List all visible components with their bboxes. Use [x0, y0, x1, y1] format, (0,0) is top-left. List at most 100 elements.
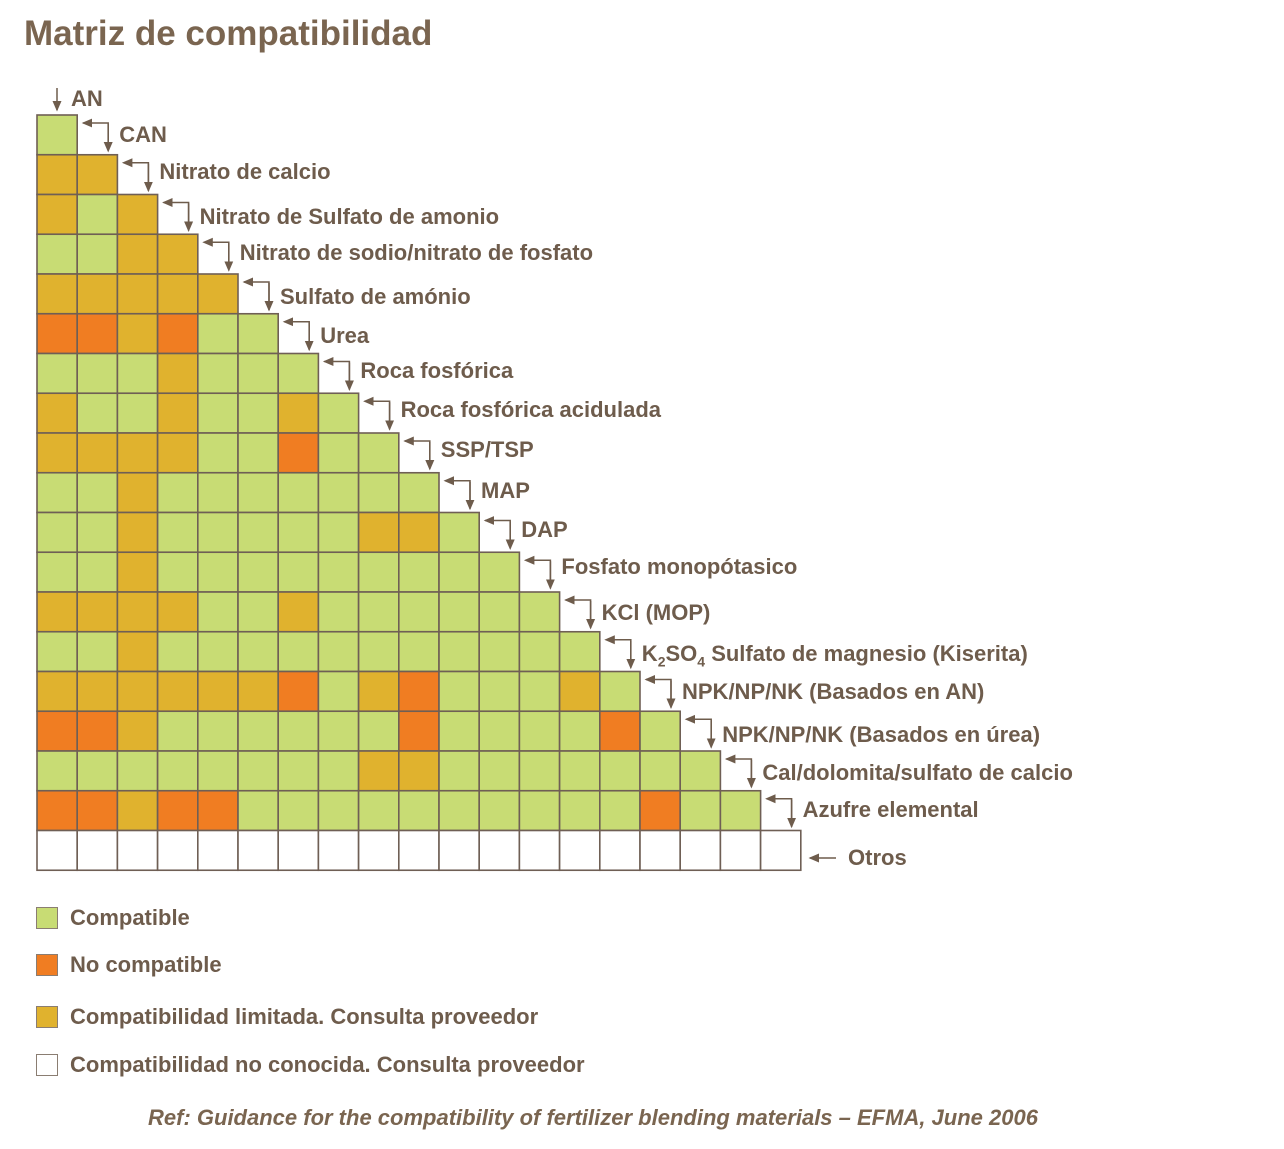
matrix-cell — [156, 312, 199, 355]
matrix-cell — [679, 829, 722, 872]
matrix-cell — [197, 750, 239, 792]
matrix-cell — [558, 710, 601, 752]
item-label: NPK/NP/NK (Basados en úrea) — [722, 722, 1041, 747]
matrix-cell — [197, 630, 239, 673]
matrix-cell — [397, 630, 440, 673]
matrix-cell — [679, 750, 722, 792]
item-label: MAP — [481, 478, 530, 503]
matrix-cell — [598, 829, 641, 872]
matrix-cell — [438, 551, 481, 593]
matrix-cell — [277, 789, 320, 832]
label-part: SO — [665, 641, 698, 666]
matrix-cell — [116, 193, 159, 236]
matrix-cell — [156, 551, 199, 593]
matrix-cell — [357, 591, 400, 633]
compatibility-matrix — [36, 88, 836, 872]
matrix-cell — [639, 789, 682, 832]
matrix-cell — [438, 829, 481, 872]
matrix-cell — [558, 670, 601, 713]
matrix-cell — [679, 789, 722, 832]
matrix-cell — [478, 670, 521, 713]
label-part: K — [641, 641, 658, 666]
matrix-cell — [237, 670, 280, 713]
matrix-cell — [357, 789, 400, 832]
matrix-cell — [76, 630, 119, 673]
matrix-cell — [36, 312, 79, 355]
matrix-cell — [719, 829, 762, 872]
matrix-cell — [237, 789, 280, 832]
matrix-cell — [317, 591, 360, 633]
matrix-cell — [478, 750, 521, 792]
matrix-cell — [197, 789, 239, 832]
matrix-cell — [116, 789, 159, 832]
matrix-cell — [116, 511, 159, 554]
matrix-cell — [277, 670, 320, 713]
matrix-cell — [76, 352, 119, 395]
matrix-cell — [116, 591, 159, 633]
matrix-cell — [397, 511, 440, 554]
item-label: Nitrato de sodio/nitrato de fosfato — [239, 240, 594, 265]
matrix-cell — [317, 392, 360, 434]
matrix-cell — [76, 511, 119, 554]
matrix-cell — [76, 551, 119, 593]
elbow-arrow-icon — [483, 516, 511, 548]
matrix-cell — [116, 233, 159, 275]
matrix-cell — [438, 670, 481, 713]
matrix-cell — [156, 471, 199, 514]
matrix-cell — [76, 193, 119, 236]
matrix-cell — [156, 829, 199, 872]
matrix-cell — [518, 670, 561, 713]
matrix-cell — [156, 591, 199, 633]
item-label: CAN — [119, 122, 167, 147]
item-label: Cal/dolomita/sulfato de calcio — [762, 760, 1073, 785]
matrix-cell — [357, 670, 400, 713]
matrix-cell — [36, 789, 79, 832]
matrix-cell — [558, 750, 601, 792]
matrix-cell — [237, 710, 280, 752]
matrix-cell — [36, 352, 79, 395]
matrix-cell — [317, 432, 360, 474]
matrix-cell — [76, 153, 119, 196]
matrix-cell — [518, 591, 561, 633]
matrix-cell — [277, 630, 320, 673]
item-label: Roca fosfórica — [360, 358, 514, 383]
matrix-cell — [438, 750, 481, 792]
matrix-cell — [277, 829, 320, 872]
item-label: K2SO4 Sulfato de magnesio (Kiserita) — [642, 641, 1028, 669]
matrix-cell — [76, 392, 119, 434]
matrix-cell — [438, 630, 481, 673]
item-label: Nitrato de Sulfato de amonio — [199, 204, 500, 229]
matrix-cell — [598, 750, 641, 792]
item-label: Azufre elemental — [802, 797, 979, 822]
item-label: Urea — [320, 323, 370, 348]
legend-item: Compatibilidad no conocida. Consulta pro… — [36, 1052, 585, 1078]
elbow-arrow-icon — [403, 436, 431, 468]
matrix-cell — [277, 511, 320, 554]
matrix-cell — [317, 551, 360, 593]
matrix-cell — [116, 750, 159, 792]
matrix-cell — [558, 829, 601, 872]
matrix-cell — [598, 670, 641, 713]
matrix-cell — [197, 551, 239, 593]
item-label: NPK/NP/NK (Basados en AN) — [682, 679, 985, 704]
legend-item: Compatible — [36, 905, 190, 931]
matrix-cell — [156, 750, 199, 792]
matrix-cell — [156, 352, 199, 395]
elbow-arrow-icon — [282, 317, 310, 349]
matrix-cell — [197, 471, 239, 514]
matrix-cell — [116, 352, 159, 395]
matrix-cell — [317, 789, 360, 832]
matrix-cell — [438, 710, 481, 752]
matrix-cell — [116, 312, 159, 355]
elbow-arrow-icon — [765, 794, 793, 826]
matrix-cell — [156, 630, 199, 673]
matrix-cell — [36, 551, 79, 593]
label-part: Sulfato de magnesio (Kiserita) — [705, 641, 1028, 666]
matrix-cell — [397, 710, 440, 752]
matrix-cell — [237, 511, 280, 554]
matrix-cell — [357, 630, 400, 673]
elbow-arrow-icon — [81, 118, 109, 150]
item-label: Otros — [848, 845, 907, 870]
matrix-cell — [518, 710, 561, 752]
matrix-cell — [36, 273, 79, 315]
